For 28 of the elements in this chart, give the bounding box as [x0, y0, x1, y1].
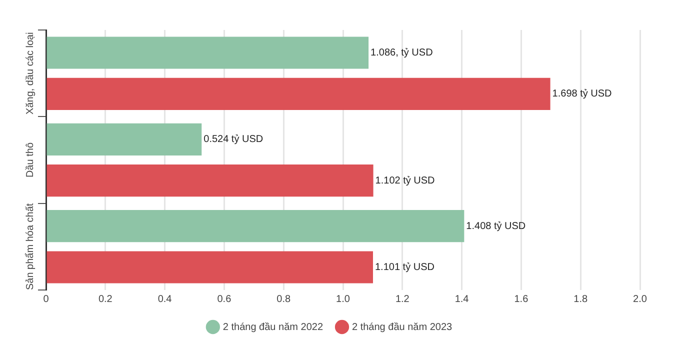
- bar: [46, 36, 369, 69]
- x-tick-label: 1.6: [514, 294, 529, 305]
- data-label: 1.086, tỷ USD: [370, 48, 433, 58]
- x-tick-label: 0.2: [98, 294, 113, 305]
- x-tick-label: 0.8: [276, 294, 291, 305]
- x-tick-label: 1.0: [336, 294, 350, 305]
- bar: [46, 78, 550, 110]
- x-tick-label: 1.2: [395, 294, 410, 305]
- bar: [46, 123, 202, 156]
- y-tick-label: Dầu thô: [24, 142, 36, 178]
- x-tick-label: 0: [43, 294, 50, 305]
- data-label: 1.408 tỷ USD: [466, 220, 526, 232]
- x-tick-label: 0.6: [217, 294, 232, 305]
- data-label: 1.698 tỷ USD: [552, 88, 612, 100]
- x-tick-label: 1.8: [574, 294, 588, 305]
- data-label: 0.524 tỷ USD: [204, 134, 264, 146]
- x-tick-label: 2.0: [633, 294, 648, 305]
- y-tick-label: Xăng, dầu các loại: [24, 32, 36, 114]
- bar: [46, 251, 373, 284]
- x-tick-label: 0.4: [158, 294, 172, 305]
- y-tick-label: Sản phẩm hóa chất: [24, 203, 36, 290]
- data-label: 1.101 tỷ USD: [374, 262, 434, 273]
- legend-label: 2 tháng đầu năm 2023: [352, 322, 453, 333]
- legend-label: 2 tháng đầu năm 2022: [222, 322, 324, 333]
- x-tick-label: 1.4: [454, 294, 470, 305]
- bar: [46, 210, 464, 242]
- data-label: 1.102 tỷ USD: [375, 175, 435, 186]
- bar: [46, 164, 374, 197]
